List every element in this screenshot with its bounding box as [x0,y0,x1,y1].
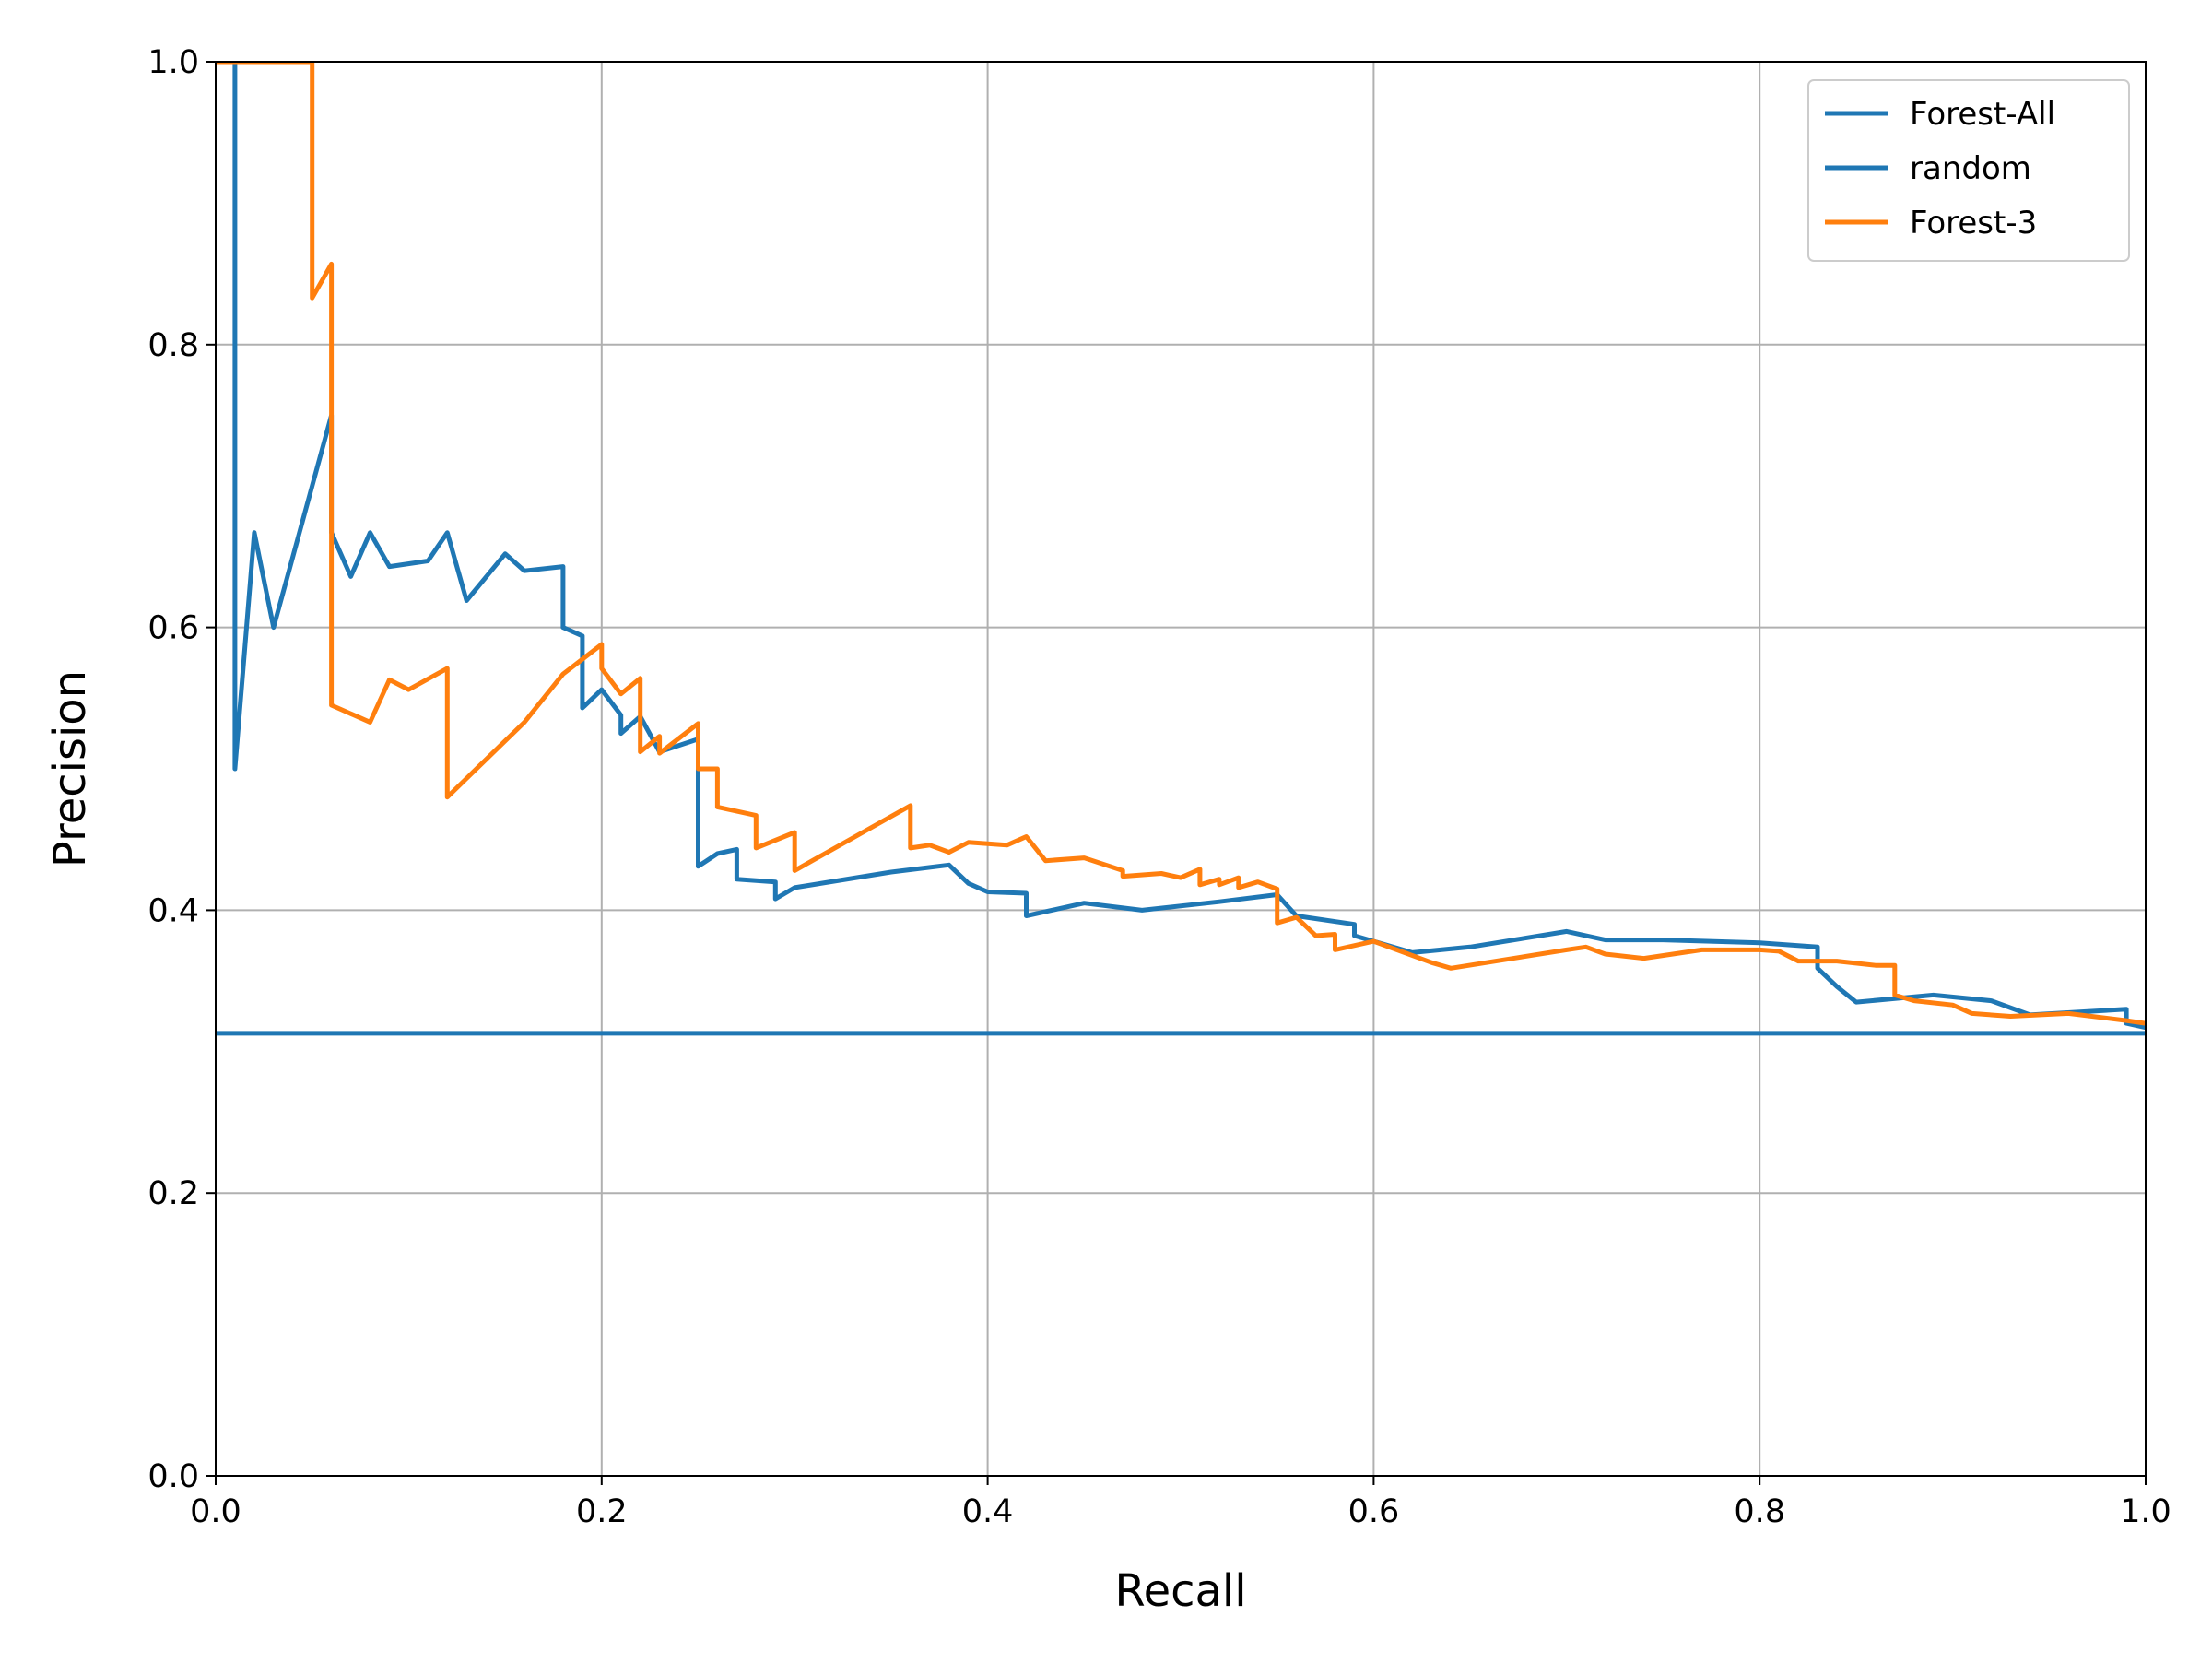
x-tick-label: 0.6 [1348,1493,1400,1530]
plot-frame [215,61,2147,1477]
x-tick-label: 1.0 [2120,1493,2171,1530]
series-lines [216,62,2146,1036]
legend-box [1807,79,2130,262]
legend-label-forest-all: Forest-All [1910,96,2055,133]
y-tick-label: 0.4 [147,892,199,929]
x-axis-label: Recall [1114,1565,1246,1617]
series-line-forest-3 [216,62,2146,1026]
axis-ticks: 0.0 0.2 0.4 0.6 0.8 1.0 0.0 0.2 0.4 0.6 0.8 1.0 [147,44,2171,1530]
legend-label-random: random [1910,150,2031,187]
y-tick-label: 1.0 [147,44,199,81]
x-tick-label: 0.8 [1734,1493,1785,1530]
legend-label-forest-3: Forest-3 [1910,205,2037,242]
grid-lines [215,61,2147,1477]
x-tick-label: 0.4 [962,1493,1014,1530]
y-axis-label: Precision [44,670,96,867]
legend-items: Forest-All random Forest-3 [1825,96,2055,242]
legend: Forest-All random Forest-3 [1807,79,2130,262]
x-tick-label: 0.0 [190,1493,241,1530]
y-tick-label: 0.2 [147,1175,199,1212]
y-tick-label: 0.8 [147,327,199,364]
series-line-forest-all [232,62,2146,1031]
x-tick-label: 0.2 [576,1493,628,1530]
y-tick-label: 0.6 [147,610,199,647]
y-tick-label: 0.0 [147,1458,199,1495]
